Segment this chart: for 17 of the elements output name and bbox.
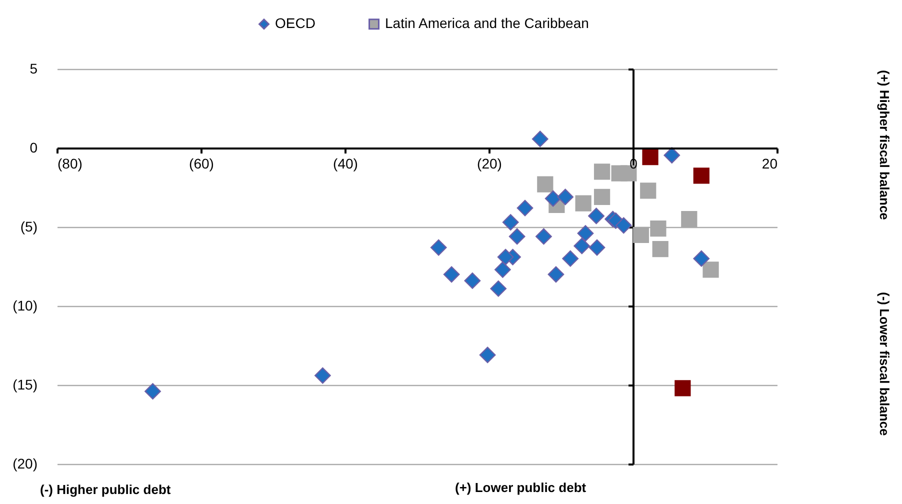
x-tick-label: (60) [189,156,214,172]
y-tick-label: (5) [20,218,38,234]
legend-label: Latin America and the Caribbean [385,15,589,32]
y-tick-label: (20) [12,456,38,472]
x-tick-label: (80) [58,156,82,172]
y-tick-label: 0 [30,140,38,156]
text: (+) Lower public debt [455,480,586,495]
x-tick-label: 20 [762,156,778,172]
legend-label: OECD [275,15,316,32]
x-tick-label: (20) [477,156,502,172]
text: (+) Higher fiscal balance [877,70,892,220]
text: (-) Lower fiscal balance [877,292,892,436]
text: (-) Higher public debt [40,482,171,497]
x-tick-label: (40) [333,156,358,172]
y-tick-label: (10) [12,298,38,314]
y-tick-label: (15) [12,376,38,392]
y-tick-label: 5 [30,60,38,76]
